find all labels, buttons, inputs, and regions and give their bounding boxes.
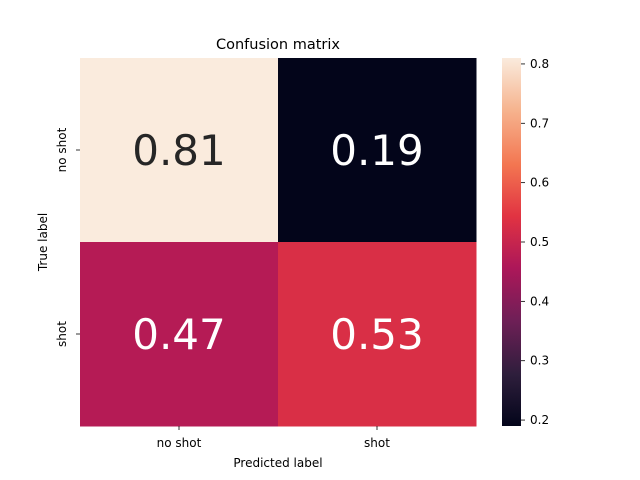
chart-title: Confusion matrix: [216, 37, 340, 53]
x-axis-label: Predicted label: [233, 456, 322, 470]
colorbar-tick-label: 0.2: [530, 413, 549, 427]
colorbar-tick-label: 0.3: [530, 354, 549, 368]
y-tick-label: no shot: [55, 127, 69, 172]
cell-value-label: 0.81: [132, 126, 226, 175]
colorbar-tick-label: 0.7: [530, 116, 549, 130]
colorbar: [502, 58, 521, 426]
heatmap-cell: [80, 242, 279, 427]
y-axis-label: True label: [36, 213, 50, 272]
y-axis-ticks: no shot shot: [55, 127, 80, 347]
cell-value-label: 0.47: [132, 310, 226, 359]
cell-value-label: 0.19: [330, 126, 424, 175]
heatmap-cell: [278, 58, 477, 243]
cell-value-label: 0.53: [330, 310, 424, 359]
heatmap-cells: [80, 58, 477, 427]
y-tick-label: shot: [55, 321, 69, 347]
colorbar-tick-label: 0.4: [530, 294, 549, 308]
heatmap-cell-labels: 0.81 0.19 0.47 0.53: [132, 126, 424, 359]
colorbar-tick-label: 0.5: [530, 235, 549, 249]
colorbar-tick-label: 0.8: [530, 57, 549, 71]
heatmap-cell: [80, 58, 279, 243]
x-axis-ticks: no shot shot: [157, 426, 390, 450]
x-tick-label: no shot: [157, 436, 202, 450]
colorbar-ticks: 0.2 0.3 0.4 0.5 0.6 0.7 0.8: [521, 57, 549, 427]
x-tick-label: shot: [364, 436, 390, 450]
colorbar-tick-label: 0.6: [530, 176, 549, 190]
heatmap-cell: [278, 242, 477, 427]
